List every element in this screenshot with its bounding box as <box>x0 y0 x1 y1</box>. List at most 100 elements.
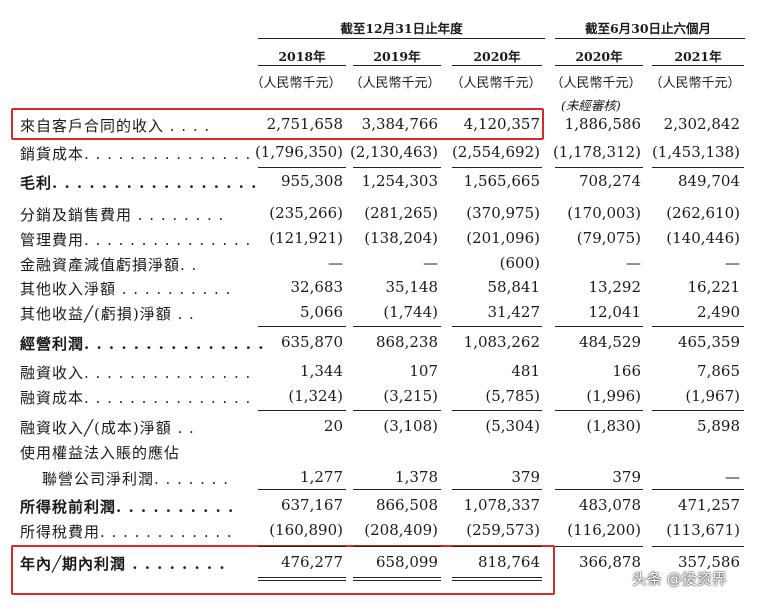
cell-value: 58,841 <box>487 278 541 296</box>
rule <box>353 326 441 327</box>
row-label: 使用權益法入賬的應佔 <box>20 444 181 462</box>
cell-value: (1,178,312) <box>552 143 641 161</box>
header-half-year: 截至6月30日止六個月 <box>584 21 712 36</box>
cell-value: (600) <box>499 254 540 272</box>
cell-value: — <box>328 254 343 272</box>
rule <box>353 167 441 168</box>
row-label: 金融資產減值虧損淨額. . <box>20 256 198 274</box>
row-label: 其他收益╱(虧損)淨額 . . <box>20 305 195 323</box>
row-label: 經營利潤. . . . . . . . . . . . . . . <box>20 335 265 353</box>
cell-value: 1,344 <box>300 362 343 380</box>
double-rule <box>452 577 542 578</box>
cell-value: (208,409) <box>364 521 438 539</box>
rule <box>452 167 542 168</box>
table-row: 銷貨成本. . . . . . . . . . . . . . . (1,796,… <box>0 143 777 165</box>
table-row: 其他收入淨額 . . . . . . . . . . 32,683 35,148 58… <box>0 278 777 300</box>
rule <box>258 489 346 490</box>
cell-value: 2,302,842 <box>663 115 740 133</box>
cell-value: (160,890) <box>269 521 343 539</box>
double-rule <box>452 580 542 581</box>
rule <box>353 489 441 490</box>
cell-value: (262,610) <box>666 204 740 222</box>
cell-value: 2,751,658 <box>266 115 343 133</box>
cell-value: 5,898 <box>697 417 740 435</box>
cell-value: 107 <box>409 362 438 380</box>
rule <box>555 326 643 327</box>
cell-value: 484,529 <box>578 333 641 351</box>
cell-value: 818,764 <box>477 553 540 571</box>
rule <box>452 489 542 490</box>
year-rule <box>353 65 441 66</box>
rule <box>555 167 643 168</box>
table-row: 其他收益╱(虧損)淨額 . . 5,066 (1,744) 31,427 12,041 2… <box>0 303 777 325</box>
cell-value: 708,274 <box>578 172 641 190</box>
year-2020-half: 2020年 <box>575 49 623 64</box>
row-label: 分銷及銷售費用 . . . . . . . . <box>20 206 225 224</box>
cell-value: 658,099 <box>375 553 438 571</box>
cell-value: 3,384,766 <box>361 115 438 133</box>
cell-value: 481 <box>511 362 540 380</box>
row-label: 年內╱期內利潤 . . . . . . . . <box>20 555 226 573</box>
unaudited-note: (未經審核) <box>561 98 621 113</box>
cell-value: 4,120,357 <box>463 115 540 133</box>
cell-value: (1,967) <box>685 387 740 405</box>
table-row: 來自客戶合同的收入 . . . . 2,751,658 3,384,766 4,120… <box>0 115 777 137</box>
cell-value: 465,359 <box>677 333 740 351</box>
header-annual-rule <box>258 38 545 39</box>
cell-value: (281,265) <box>364 204 438 222</box>
cell-value: 32,683 <box>290 278 344 296</box>
cell-value: 868,238 <box>375 333 438 351</box>
rule <box>258 326 346 327</box>
unit-label: （人民幣千元） <box>250 76 342 91</box>
row-label: 所得稅前利潤. . . . . . . . . . <box>20 498 235 516</box>
header-half-rule <box>555 38 745 39</box>
cell-value: 476,277 <box>280 553 343 571</box>
header-annual: 截至12月31日止年度 <box>340 21 463 36</box>
unit-label: （人民幣千元） <box>550 76 642 91</box>
unit-label: （人民幣千元） <box>450 76 542 91</box>
year-rule <box>258 65 346 66</box>
row-label: 所得稅費用. . . . . . . . . . . . <box>20 523 233 541</box>
cell-value: 20 <box>323 417 343 435</box>
table-row: 管理費用. . . . . . . . . . . . . . . (121,92… <box>0 229 777 251</box>
cell-value: (3,215) <box>383 387 438 405</box>
cell-value: (1,453,138) <box>651 143 740 161</box>
table-row: 所得稅前利潤. . . . . . . . . . 637,167 866,508 1… <box>0 496 777 518</box>
cell-value: 379 <box>511 468 540 486</box>
cell-value: 955,308 <box>280 172 343 190</box>
cell-value: (2,130,463) <box>349 143 438 161</box>
cell-value: 2,490 <box>697 303 740 321</box>
row-label: 其他收入淨額 . . . . . . . . . . <box>20 280 232 298</box>
cell-value: 379 <box>612 468 641 486</box>
cell-value: 166 <box>612 362 641 380</box>
cell-value: (201,096) <box>466 229 540 247</box>
cell-value: 471,257 <box>677 496 740 514</box>
row-label: 管理費用. . . . . . . . . . . . . . . <box>20 231 252 249</box>
cell-value: (1,796,350) <box>254 143 343 161</box>
double-rule <box>258 580 346 581</box>
cell-value: (79,075) <box>576 229 641 247</box>
row-label: 融資成本. . . . . . . . . . . . . . . <box>20 389 252 407</box>
rule <box>652 489 744 490</box>
rule <box>258 167 346 168</box>
rule <box>555 410 643 411</box>
cell-value: (140,446) <box>666 229 740 247</box>
cell-value: 366,878 <box>578 553 641 571</box>
year-2018: 2018年 <box>278 49 326 64</box>
watermark: 头条 @投资界 <box>632 570 727 588</box>
cell-value: 1,277 <box>300 468 343 486</box>
rule <box>258 410 346 411</box>
cell-value: 1,378 <box>395 468 438 486</box>
cell-value: (235,266) <box>269 204 343 222</box>
cell-value: — <box>725 468 740 486</box>
unit-label: （人民幣千元） <box>649 76 741 91</box>
cell-value: 13,292 <box>588 278 642 296</box>
cell-value: 637,167 <box>280 496 343 514</box>
cell-value: 31,427 <box>487 303 541 321</box>
row-label: 融資收入. . . . . . . . . . . . . . . <box>20 364 252 382</box>
table-row: 年內╱期內利潤 . . . . . . . . 476,277 658,099 818… <box>0 553 777 575</box>
cell-value: (116,200) <box>567 521 641 539</box>
cell-value: 1,254,303 <box>361 172 438 190</box>
cell-value: (121,921) <box>269 229 343 247</box>
cell-value: 849,704 <box>677 172 740 190</box>
